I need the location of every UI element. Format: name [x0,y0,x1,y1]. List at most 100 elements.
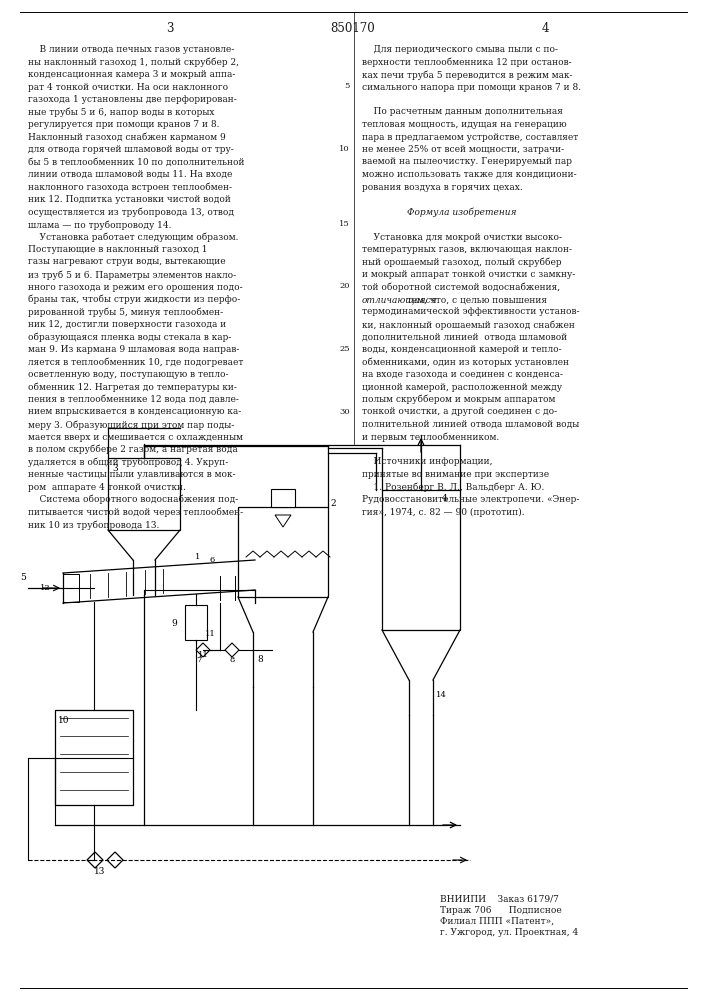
Text: 10: 10 [58,716,69,725]
Text: 7: 7 [197,656,201,664]
Text: 850170: 850170 [331,22,375,35]
Text: наклонного газохода встроен теплообмен-: наклонного газохода встроен теплообмен- [28,182,232,192]
Text: принятые во внимание при экспертизе: принятые во внимание при экспертизе [362,470,549,479]
Text: Установка работает следующим образом.: Установка работает следующим образом. [28,232,238,242]
Text: 4: 4 [542,22,549,35]
Text: рированной трубы 5, минуя теплообмен-: рированной трубы 5, минуя теплообмен- [28,308,223,317]
Text: для отвода горячей шламовой воды от тру-: для отвода горячей шламовой воды от тру- [28,145,234,154]
Bar [238,507,328,597]
Text: 8: 8 [257,656,263,664]
Text: линии отвода шламовой воды 11. На входе: линии отвода шламовой воды 11. На входе [28,170,233,179]
Text: гия», 1974, с. 82 — 90 (прототип).: гия», 1974, с. 82 — 90 (прототип). [362,508,525,517]
Text: удаляется в общий трубопровод 4. Укруп-: удаляется в общий трубопровод 4. Укруп- [28,458,228,467]
Bar [382,490,460,630]
Text: тонкой очистки, а другой соединен с до-: тонкой очистки, а другой соединен с до- [362,408,557,416]
Text: ром  аппарате 4 тонкой очистки.: ром аппарате 4 тонкой очистки. [28,483,186,491]
Text: Источники информации,: Источники информации, [362,458,493,466]
Text: питывается чистой водой через теплообмен-: питывается чистой водой через теплообмен… [28,508,243,517]
Text: полым скруббером и мокрым аппаратом: полым скруббером и мокрым аппаратом [362,395,556,404]
Text: осветленную воду, поступающую в тепло-: осветленную воду, поступающую в тепло- [28,370,228,379]
Text: Формула изобретения: Формула изобретения [407,208,517,217]
Text: 25: 25 [339,345,350,353]
Text: г. Ужгород, ул. Проектная, 4: г. Ужгород, ул. Проектная, 4 [440,928,578,937]
Text: конденсационная камера 3 и мокрый аппа-: конденсационная камера 3 и мокрый аппа- [28,70,235,79]
Text: из труб 5 и 6. Параметры элементов накло-: из труб 5 и 6. Параметры элементов накло… [28,270,236,279]
Text: симального напора при помощи кранов 7 и 8.: симального напора при помощи кранов 7 и … [362,83,581,92]
Polygon shape [275,515,291,527]
Text: на входе газохода и соединен с конденса-: на входе газохода и соединен с конденса- [362,370,563,379]
Text: пения в теплообменнике 12 вода под давле-: пения в теплообменнике 12 вода под давле… [28,395,239,404]
Text: тем, что, с целью повышения: тем, что, с целью повышения [404,295,547,304]
Text: в полом скруббере 2 газом, а нагретая вода: в полом скруббере 2 газом, а нагретая во… [28,445,238,454]
Text: ционной камерой, расположенной между: ционной камерой, расположенной между [362,382,562,391]
Text: 11: 11 [205,630,216,638]
Text: нного газохода и режим его орошения подо-: нного газохода и режим его орошения подо… [28,282,243,292]
Bar [271,489,295,507]
Text: меру 3. Образующийся при этом пар поды-: меру 3. Образующийся при этом пар поды- [28,420,234,430]
Text: Для периодического смыва пыли с по-: Для периодического смыва пыли с по- [362,45,558,54]
Text: ляется в теплообменник 10, где подогревает: ляется в теплообменник 10, где подогрева… [28,358,243,367]
Text: бы 5 в теплообменник 10 по дополнительной: бы 5 в теплообменник 10 по дополнительно… [28,157,245,166]
Text: 5: 5 [344,83,350,91]
Text: ненные частицы пыли улавливаются в мок-: ненные частицы пыли улавливаются в мок- [28,470,235,479]
Text: можно использовать также для кондициони-: можно использовать также для кондициони- [362,170,577,179]
Text: и первым теплообменником.: и первым теплообменником. [362,432,499,442]
Text: Наклонный газоход снабжен карманом 9: Наклонный газоход снабжен карманом 9 [28,132,226,142]
Text: По расчетным данным дополнительная: По расчетным данным дополнительная [362,107,563,116]
Text: ные трубы 5 и 6, напор воды в которых: ные трубы 5 и 6, напор воды в которых [28,107,214,117]
Bar [108,458,180,530]
Text: 5: 5 [20,574,26,582]
Text: ник 10 из трубопровода 13.: ник 10 из трубопровода 13. [28,520,159,530]
Text: тепловая мощность, идущая на генерацию: тепловая мощность, идущая на генерацию [362,120,566,129]
Text: не менее 25% от всей мощности, затрачи-: не менее 25% от всей мощности, затрачи- [362,145,564,154]
Text: 30: 30 [339,408,350,416]
Text: рат 4 тонкой очистки. На оси наклонного: рат 4 тонкой очистки. На оси наклонного [28,83,228,92]
Text: ны наклонный газоход 1, полый скруббер 2,: ны наклонный газоход 1, полый скруббер 2… [28,57,239,67]
Text: Рудовосстановительные электропечи. «Энер-: Рудовосстановительные электропечи. «Энер… [362,495,579,504]
Polygon shape [87,852,103,868]
Polygon shape [107,852,123,868]
Text: 9: 9 [171,618,177,628]
Text: 15: 15 [339,220,350,228]
Text: регулируется при помощи кранов 7 и 8.: регулируется при помощи кранов 7 и 8. [28,120,219,129]
Text: 14: 14 [436,691,447,699]
Text: ваемой на пылеочистку. Генерируемый пар: ваемой на пылеочистку. Генерируемый пар [362,157,572,166]
Text: температурных газов, включающая наклон-: температурных газов, включающая наклон- [362,245,572,254]
Text: ник 12, достигли поверхности газохода и: ник 12, достигли поверхности газохода и [28,320,226,329]
Text: обменник 12. Нагретая до температуры ки-: обменник 12. Нагретая до температуры ки- [28,382,237,392]
Text: 13: 13 [94,867,105,876]
Text: отличающаяся: отличающаяся [362,295,438,304]
Text: 3: 3 [166,22,174,35]
Text: ник 12. Подпитка установки чистой водой: ник 12. Подпитка установки чистой водой [28,195,231,204]
Text: осуществляется из трубопровода 13, отвод: осуществляется из трубопровода 13, отвод [28,208,234,217]
Text: браны так, чтобы струи жидкости из перфо-: браны так, чтобы струи жидкости из перфо… [28,295,240,304]
Text: Тираж 706      Подписное: Тираж 706 Подписное [440,906,562,915]
Text: 11: 11 [198,651,209,659]
Text: газохода 1 установлены две перфорирован-: газохода 1 установлены две перфорирован- [28,95,237,104]
Text: 2: 2 [330,498,336,508]
Text: 8: 8 [229,656,235,664]
Text: Поступающие в наклонный газоход 1: Поступающие в наклонный газоход 1 [28,245,207,254]
Text: ВНИИПИ    Заказ 6179/7: ВНИИПИ Заказ 6179/7 [440,895,559,904]
Text: нием впрыскивается в конденсационную ка-: нием впрыскивается в конденсационную ка- [28,408,241,416]
Text: Установка для мокрой очистки высоко-: Установка для мокрой очистки высоко- [362,232,562,241]
Text: 3: 3 [112,464,117,473]
Text: 20: 20 [339,282,350,290]
Bar [185,605,207,640]
Text: рования воздуха в горячих цехах.: рования воздуха в горячих цехах. [362,182,522,192]
Polygon shape [196,643,210,657]
Text: 1. Розенберг В. Л., Вальдберг А. Ю.: 1. Розенберг В. Л., Вальдберг А. Ю. [362,483,544,492]
Bar [55,710,133,805]
Text: 4: 4 [442,494,448,503]
Text: Система оборотного водоснабжения под-: Система оборотного водоснабжения под- [28,495,238,504]
Text: той оборотной системой водоснабжения,: той оборотной системой водоснабжения, [362,282,560,292]
Text: дополнительной линией  отвода шламовой: дополнительной линией отвода шламовой [362,332,567,342]
Text: пара в предлагаемом устройстве, составляет: пара в предлагаемом устройстве, составля… [362,132,578,141]
Text: верхности теплообменника 12 при останов-: верхности теплообменника 12 при останов- [362,57,572,67]
Text: 1: 1 [195,553,200,561]
Polygon shape [225,643,239,657]
Text: 12: 12 [40,584,51,592]
Text: В линии отвода печных газов установле-: В линии отвода печных газов установле- [28,45,234,54]
Text: 10: 10 [339,145,350,153]
Text: 6: 6 [209,556,214,564]
